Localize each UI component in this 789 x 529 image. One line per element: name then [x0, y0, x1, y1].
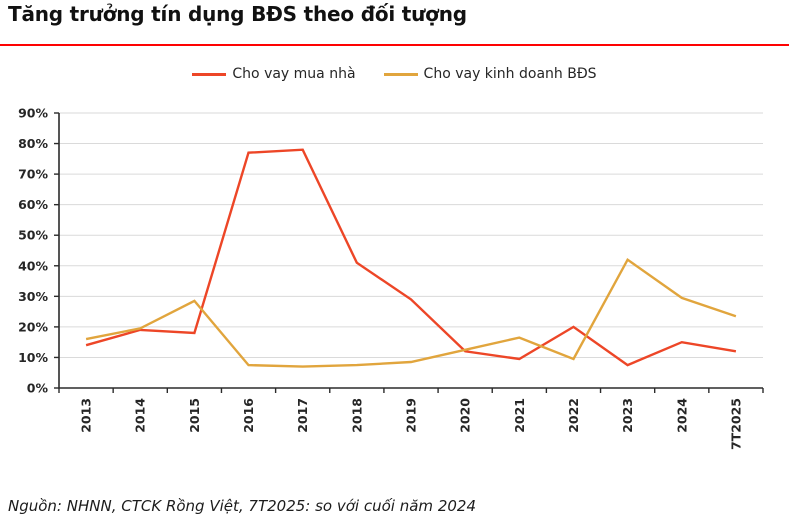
y-axis-label: 20%: [18, 319, 48, 334]
axis-line: [58, 113, 763, 389]
series-line-cho-vay-kinh-doanh-bds: [85, 257, 737, 368]
y-axis-label: 10%: [18, 350, 48, 365]
legend-label: Cho vay mua nhà: [232, 66, 356, 82]
y-axis-label: 90%: [18, 106, 48, 121]
x-axis-label: 2017: [295, 398, 310, 433]
x-axis-label: 2024: [674, 398, 689, 433]
legend-item-cho-vay-kinh-doanh-bds: Cho vay kinh doanh BĐS: [383, 66, 597, 82]
legend-line-swatch-gold: [383, 72, 418, 76]
series-line-cho-vay-mua-nha: [85, 148, 737, 367]
y-axis-label: 50%: [18, 228, 48, 243]
chart-legend: Cho vay mua nhà Cho vay kinh doanh BĐS: [0, 66, 789, 82]
legend-line-swatch-red: [192, 72, 227, 76]
chart-title: Tăng trưởng tín dụng BĐS theo đối tượng: [8, 2, 467, 26]
x-axis-label: 2021: [512, 398, 527, 433]
x-axis-label: 2014: [133, 398, 148, 433]
y-axis-label: 70%: [18, 167, 48, 182]
legend-item-cho-vay-mua-nha: Cho vay mua nhà: [192, 66, 356, 82]
x-axis-label: 2018: [349, 398, 364, 433]
y-axis-label: 30%: [18, 289, 48, 304]
title-divider-rule: [0, 44, 789, 46]
x-axis-label: 7T2025: [728, 398, 743, 450]
x-axis-label: 2015: [187, 398, 202, 433]
y-axis-label: 60%: [18, 197, 48, 212]
y-axis-label: 0%: [27, 381, 49, 396]
source-note: Nguồn: NHNN, CTCK Rồng Việt, 7T2025: so …: [8, 497, 476, 515]
legend-label: Cho vay kinh doanh BĐS: [423, 66, 597, 82]
y-axis-label: 80%: [18, 136, 48, 151]
x-axis-label: 2016: [241, 398, 256, 433]
x-axis-label: 2022: [566, 398, 581, 433]
y-axis-label: 40%: [18, 258, 48, 273]
x-axis-label: 2019: [404, 398, 419, 433]
x-axis-label: 2020: [458, 398, 473, 433]
x-axis-label: 2023: [620, 398, 635, 433]
x-axis-label: 2013: [79, 398, 94, 433]
